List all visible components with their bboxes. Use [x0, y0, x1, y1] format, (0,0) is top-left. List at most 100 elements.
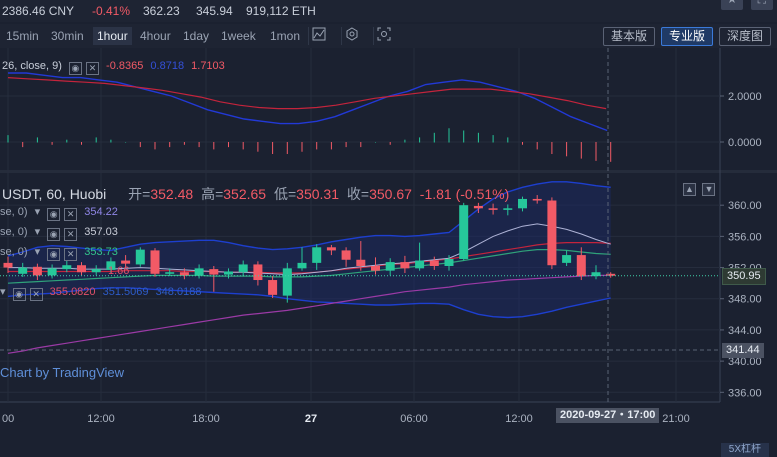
price-axis-label: 344.00 [728, 325, 762, 337]
close-icon[interactable]: ✕ [64, 208, 78, 221]
candle-body [135, 249, 145, 265]
candle-body [459, 205, 469, 259]
eye-icon[interactable]: ◉ [47, 208, 61, 221]
chart-area[interactable]: 2.00000.0000360.00356.00352.00348.00344.… [0, 48, 777, 457]
dropdown-icon[interactable]: ▾ [0, 286, 6, 298]
candle-body [238, 264, 248, 273]
candle-body [518, 198, 527, 209]
symbol-label: USDT, 60, Huobi [2, 186, 107, 202]
close-label: 收= [346, 186, 370, 202]
timeframe-1week[interactable]: 1week [221, 29, 256, 43]
candle-body [121, 260, 131, 264]
bb-middle-value: 355.0820 [49, 286, 96, 298]
ticker-change: -0.41% [92, 4, 131, 18]
candle-body [415, 260, 425, 269]
eye-icon[interactable]: ◉ [12, 288, 26, 301]
eye-icon[interactable]: ◉ [47, 248, 61, 261]
indicator-legend-1: se, 0) ▾ ◉ ✕ 354.22 [0, 205, 122, 221]
pane-up-icon[interactable]: ▲ [683, 183, 696, 196]
pane-maximize-icon[interactable]: ▼ [702, 183, 716, 196]
candle-body [282, 268, 292, 296]
ma-purple-line [7, 274, 611, 354]
chart-background [0, 48, 777, 457]
chart-type-icon-svg [312, 27, 326, 41]
pro-view-button[interactable]: 专业版 [661, 27, 714, 46]
open-label: 开= [128, 186, 151, 202]
change-value: -1.81 (-0.51%) [419, 186, 510, 202]
dropdown-icon[interactable]: ▾ [34, 226, 41, 238]
dropdown-icon[interactable]: ▾ [34, 206, 41, 218]
fullscreen-icon[interactable]: ⛶ [751, 0, 773, 10]
close-icon[interactable]: ✕ [64, 248, 78, 261]
timeframe-1hour[interactable]: 1hour [93, 27, 132, 45]
ticker-bar: 2386.46 CNY -0.41% 362.23 345.94 919,112… [0, 0, 777, 22]
candle-body [179, 272, 189, 276]
close-icon[interactable]: ✕ [64, 228, 78, 241]
macd-line-value: 0.8718 [150, 60, 185, 72]
indicator-3-value: 353.73 [84, 246, 118, 258]
candle-body [297, 262, 307, 269]
star-icon[interactable]: ★ [721, 0, 743, 10]
time-axis-label: 00 [2, 413, 14, 425]
price-axis-label: 340.00 [728, 356, 762, 368]
leverage-button[interactable]: 5X杠杆 [720, 443, 769, 457]
indicator-legend-5: ▾ ◉ ✕ 355.0820 351.5069 348.0188 [0, 285, 205, 301]
candle-body [194, 268, 204, 276]
high-value: 352.65 [223, 186, 267, 202]
macd-legend: 26, close, 9) ◉ ✕ -0.8365 0.8718 1.7103 [2, 60, 229, 75]
tradingview-watermark[interactable]: Chart by TradingView [0, 365, 125, 380]
indicator-1-value: 354.22 [84, 206, 118, 218]
chart-type-icon[interactable] [308, 27, 329, 45]
close-icon[interactable]: ✕ [85, 62, 99, 75]
candle-body [150, 250, 160, 274]
candle-body [268, 280, 278, 295]
timeframe-30min[interactable]: 30min [51, 29, 84, 43]
candle-body [106, 261, 116, 270]
low-label: 低= [273, 186, 297, 202]
indicator-legend-2: se, 0) ▾ ◉ ✕ 357.03 [0, 225, 122, 241]
screenshot-icon-svg [377, 27, 391, 41]
candle-body [209, 269, 219, 275]
crosshair-price-tag: 341.44 [722, 343, 764, 358]
candle-body [47, 268, 57, 276]
ticker-volume: 919,112 ETH [246, 4, 316, 18]
candle-body [32, 266, 42, 276]
eye-icon[interactable]: ◉ [68, 62, 82, 75]
bollinger-band-fill [8, 181, 611, 318]
price-axis-label: 356.00 [728, 231, 762, 243]
indicator-3-params: se, 0) [0, 246, 28, 258]
candle-body [312, 247, 322, 263]
timeframe-4hour[interactable]: 4hour [140, 29, 171, 43]
candle-body [341, 250, 351, 260]
ticker-last-cny: 2386.46 CNY [2, 4, 75, 18]
depth-chart-button[interactable]: 深度图 [719, 27, 772, 46]
open-value: 352.48 [150, 186, 194, 202]
macd-axis-label: 2.0000 [728, 91, 762, 103]
timeframe-15min[interactable]: 15min [6, 29, 39, 43]
time-axis-label: 12:00 [505, 413, 533, 425]
macd-line [8, 72, 608, 132]
candle-body [371, 266, 380, 271]
timeframe-1mon[interactable]: 1mon [270, 29, 301, 43]
low-value: 350.31 [296, 186, 339, 202]
indicator-1-params: se, 0) [0, 206, 28, 218]
candle-body [591, 272, 601, 277]
basic-view-button[interactable]: 基本版 [603, 27, 656, 46]
candle-body [400, 262, 410, 269]
settings-icon[interactable] [341, 27, 362, 45]
main-legend: USDT, 60, Huobi 开=352.48 高=352.65 低=350.… [2, 184, 513, 204]
timeframe-1day[interactable]: 1day [183, 29, 210, 43]
screenshot-icon[interactable] [373, 27, 394, 45]
close-value: 350.67 [369, 186, 412, 202]
time-axis-label: 21:00 [662, 413, 690, 425]
candle-body [253, 264, 263, 281]
price-axis-label: 360.00 [728, 200, 762, 212]
pane-separator [0, 170, 777, 173]
candle-body [224, 271, 233, 275]
ticker-high: 362.23 [143, 4, 180, 18]
macd-params: 26, close, 9) [2, 60, 62, 72]
close-icon[interactable]: ✕ [29, 288, 43, 301]
candle-body [165, 272, 175, 274]
dropdown-icon[interactable]: ▾ [34, 246, 41, 258]
eye-icon[interactable]: ◉ [47, 228, 61, 241]
